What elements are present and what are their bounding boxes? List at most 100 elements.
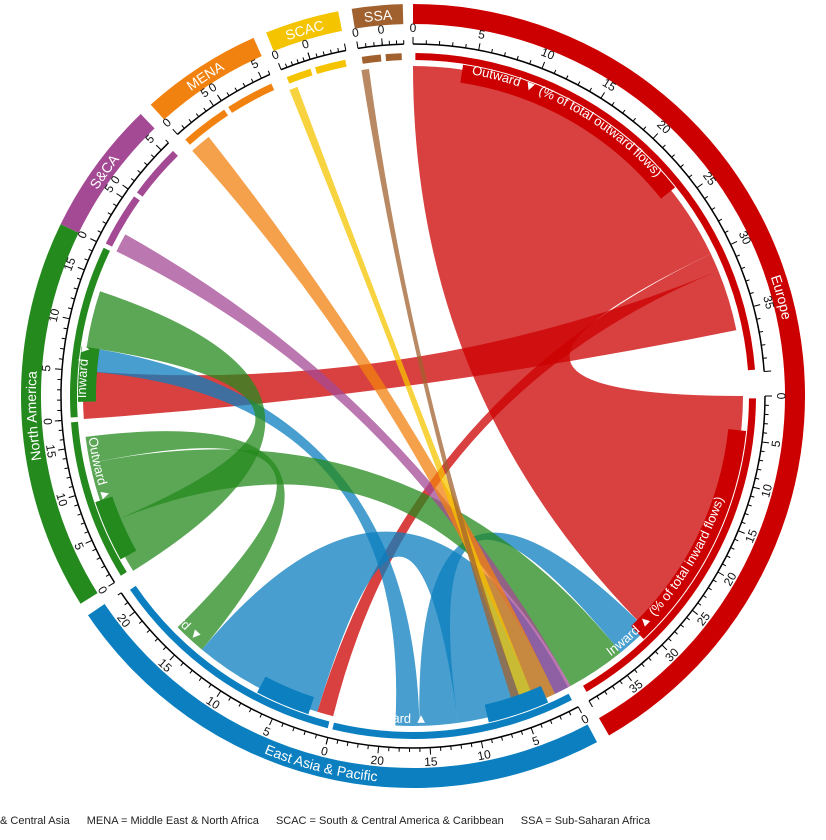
chord-scac-to-eur xyxy=(289,86,536,708)
tick-label-nam-1-0: 0 xyxy=(41,418,55,426)
tick-eap-0-3 xyxy=(549,719,553,724)
chord-nam-to-eur xyxy=(89,449,621,687)
tick-eap-1-18 xyxy=(146,629,151,633)
tick-eur-1-35 xyxy=(626,674,632,682)
segment-label-nam-1: Inward ▼ xyxy=(74,341,93,398)
tick-label-eap-0-10: 10 xyxy=(476,747,492,763)
region-band-sca xyxy=(60,114,155,233)
tick-label-sca-1-5: 5 xyxy=(143,131,158,146)
tick-eur-1-7 xyxy=(759,459,764,462)
tick-eap-1-0 xyxy=(325,737,329,745)
tick-eap-0-24 xyxy=(336,739,339,744)
tick-eap-0-2 xyxy=(559,715,562,720)
tick-eur-1-5 xyxy=(761,441,769,444)
tick-scac-1-0 xyxy=(307,52,311,60)
tick-sca-1-1 xyxy=(130,178,135,182)
tick-nam-0-4 xyxy=(92,548,97,552)
tick-eur-0-34 xyxy=(749,292,754,295)
tick-eur-1-37 xyxy=(611,685,616,690)
tick-eur-1-40 xyxy=(588,700,593,708)
tick-eap-0-12 xyxy=(460,744,463,749)
footer-item-ssa: SSA = Sub-Saharan Africa xyxy=(520,815,651,827)
region-band-ssa xyxy=(351,4,404,29)
tick-label-eur-0-35: 35 xyxy=(760,294,777,311)
tick-scac-1-2 xyxy=(322,51,325,56)
footer-item-sca: & Central Asia xyxy=(0,815,70,827)
tick-sca-1-2 xyxy=(137,169,142,174)
tick-label-eap-0-0: 0 xyxy=(579,711,592,727)
tick-nam-0-1 xyxy=(105,573,110,577)
tick-nam-1-13 xyxy=(73,287,78,290)
tick-nam-0-6 xyxy=(84,531,89,534)
tick-eap-0-23 xyxy=(346,741,349,746)
chord-ssa-to-eur xyxy=(361,68,524,710)
tick-label-ssa-1-0: 0 xyxy=(377,22,385,37)
tick-eur-0-19 xyxy=(642,126,647,131)
segment-label-bg-eur-1 xyxy=(631,429,747,640)
tick-label-sca-0-0: 0 xyxy=(75,228,91,240)
tick-eur-1-22 xyxy=(707,587,712,591)
tick-eap-1-4 xyxy=(281,723,284,728)
tick-nam-1-7 xyxy=(60,348,65,350)
tick-sca-1-6 xyxy=(165,139,169,144)
segment-band-eur-1 xyxy=(583,398,756,692)
tick-scac-0-2 xyxy=(290,61,294,66)
tick-eap-1-22 xyxy=(117,592,122,596)
tick-eur-1-6 xyxy=(760,450,765,453)
tick-eur-1-11 xyxy=(750,495,755,498)
tick-scac-1-1 xyxy=(315,53,318,58)
segment-band-nam-1 xyxy=(70,247,110,418)
tick-eur-1-12 xyxy=(747,504,752,507)
tick-label-scac-0-0: 0 xyxy=(269,47,281,63)
segment-band-ssa-1 xyxy=(385,53,402,62)
tick-eur-0-6 xyxy=(491,48,493,53)
tick-eap-1-11 xyxy=(208,684,212,688)
tick-nam-0-3 xyxy=(96,557,101,560)
tick-mena-0-4 xyxy=(203,107,207,112)
tick-scac-0-1 xyxy=(284,63,288,68)
tick-nam-1-14 xyxy=(76,277,82,280)
tick-eur-1-25 xyxy=(691,609,699,615)
tick-sca-1-5 xyxy=(155,144,162,151)
tick-eap-1-21 xyxy=(124,602,129,606)
segment-band-nam-0 xyxy=(71,421,127,576)
tick-eur-0-24 xyxy=(688,174,693,178)
tick-eur-0-15 xyxy=(600,92,605,99)
tick-eur-0-38 xyxy=(761,344,766,346)
tick-eur-1-24 xyxy=(697,602,702,606)
tick-mena-0-5 xyxy=(209,99,215,107)
tick-sca-0-2 xyxy=(102,221,107,224)
tick-eur-0-16 xyxy=(611,101,615,106)
segment-label-ssa-1: ▲ xyxy=(393,57,406,73)
segment-band-sca-1 xyxy=(136,150,178,197)
tick-eur-0-29 xyxy=(724,230,729,234)
region-name-ssa: SSA xyxy=(363,7,393,26)
tick-label-eur-1-15: 15 xyxy=(742,527,760,545)
tick-eap-1-7 xyxy=(248,708,252,713)
tick-scac-1-4 xyxy=(337,47,340,53)
tick-eap-0-0 xyxy=(577,706,582,714)
tick-eur-0-8 xyxy=(516,55,519,60)
segment-label-bg-eap-1 xyxy=(257,676,314,715)
tick-label-eur-0-0: 0 xyxy=(410,21,417,35)
tick-eap-0-1 xyxy=(568,711,572,716)
tick-eur-0-20 xyxy=(652,133,659,139)
tick-eap-0-4 xyxy=(540,723,543,728)
segment-label-bg-eap-0 xyxy=(484,686,549,723)
tick-eur-1-32 xyxy=(648,657,652,661)
tick-eap-0-21 xyxy=(367,745,369,750)
tick-label-eap-0-15: 15 xyxy=(424,754,438,769)
tick-nam-0-0 xyxy=(108,582,115,587)
tick-eur-0-21 xyxy=(662,144,666,149)
tick-eur-1-21 xyxy=(712,579,717,583)
tick-eur-0-7 xyxy=(503,52,506,57)
tick-eur-0-35 xyxy=(753,304,761,307)
segment-band-sca-0 xyxy=(105,196,140,247)
segment-label-bg-nam-0 xyxy=(95,496,137,560)
tick-arc-ssa-1 xyxy=(382,43,404,47)
tick-label-nam-1-10: 10 xyxy=(46,307,63,323)
tick-eur-0-33 xyxy=(745,279,750,282)
segment-label-eap-0: Outward ▲ xyxy=(362,707,428,726)
tick-mena-1-2 xyxy=(234,87,238,92)
